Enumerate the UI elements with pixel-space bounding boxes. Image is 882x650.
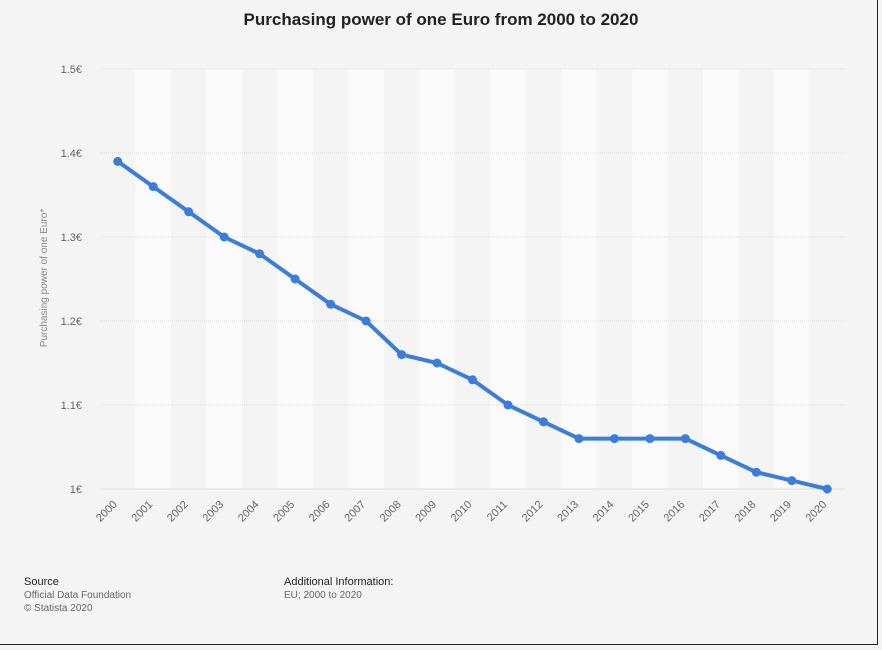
y-tick-label: 1.2€ [61,316,82,328]
x-tick-label: 2007 [342,499,368,525]
x-tick-label: 2009 [413,499,439,525]
data-point [148,182,158,192]
x-tick-label: 2005 [271,499,297,525]
x-tick-label: 2015 [626,499,652,525]
column-band [419,69,455,489]
data-point [822,484,832,494]
data-point [184,207,194,217]
column-band [490,69,526,489]
x-tick-label: 2001 [130,499,156,525]
info-line: EU; 2000 to 2020 [284,590,362,601]
x-tick-label: 2017 [697,499,723,525]
x-tick-label: 2011 [485,499,510,524]
x-tick-label: 2013 [555,499,581,525]
x-tick-label: 2019 [768,499,794,525]
column-bands [135,69,810,489]
data-point [432,358,442,368]
data-point [219,232,229,242]
column-band [348,69,384,489]
x-tick-label: 2010 [449,499,475,525]
footer-additional-info: Additional Information: EU; 2000 to 2020 [284,576,393,602]
chart-title: Purchasing power of one Euro from 2000 t… [243,10,639,29]
data-point [609,434,619,444]
data-points [113,156,832,494]
y-tick-label: 1.1€ [61,400,82,412]
x-tick-label: 2018 [733,499,759,525]
data-point [503,400,513,410]
data-point [468,375,477,385]
column-band [703,69,739,489]
x-tick-label: 2014 [591,499,617,525]
data-point [290,274,300,284]
data-point [680,434,690,444]
y-tick-label: 1.4€ [61,148,82,160]
source-line: Official Data Foundation [24,590,132,601]
y-tick-label: 1.3€ [61,232,82,244]
column-band [135,69,171,489]
y-axis-label: Purchasing power of one Euro* [39,209,50,348]
data-point [255,249,265,259]
x-tick-label: 2004 [236,499,262,525]
y-tick-label: 1.5€ [61,64,82,76]
column-band [632,69,668,489]
column-band [206,69,242,489]
data-point [716,450,726,460]
footer-source: Source Official Data Foundation © Statis… [24,576,131,615]
data-point [787,476,797,486]
y-axis: 1€ 1.1€ 1.2€ 1.3€ 1.4€ 1.5€ [61,64,82,496]
info-heading: Additional Information: [284,576,394,588]
data-point [113,156,123,166]
x-tick-label: 2012 [520,499,546,525]
x-tick-label: 2008 [378,499,404,525]
x-tick-label: 2002 [165,499,191,525]
data-point [574,434,584,444]
x-tick-label: 2003 [200,499,226,525]
data-point [326,299,336,309]
grid-lines [100,68,845,490]
data-point [361,316,371,326]
data-point [397,350,407,360]
column-band [774,69,810,489]
data-point [645,434,655,444]
x-tick-label: 2006 [307,499,333,525]
data-point [538,417,548,427]
x-tick-label: 2020 [804,499,830,525]
line-chart: 1€1.1€1.2€1.3€1.4€1.5€ 2000 2001 2002 2003 2… [39,64,845,525]
data-point [751,467,761,477]
column-band [561,69,597,489]
y-tick-label: 1€ [70,484,82,496]
source-line: © Statista 2020 [24,603,93,614]
x-tick-label: 2000 [94,499,120,525]
x-tick-label: 2016 [662,499,688,525]
x-axis: 2000 2001 2002 2003 2004 2005 2006 2007 2008 2009… [94,499,829,525]
source-heading: Source [24,576,59,588]
